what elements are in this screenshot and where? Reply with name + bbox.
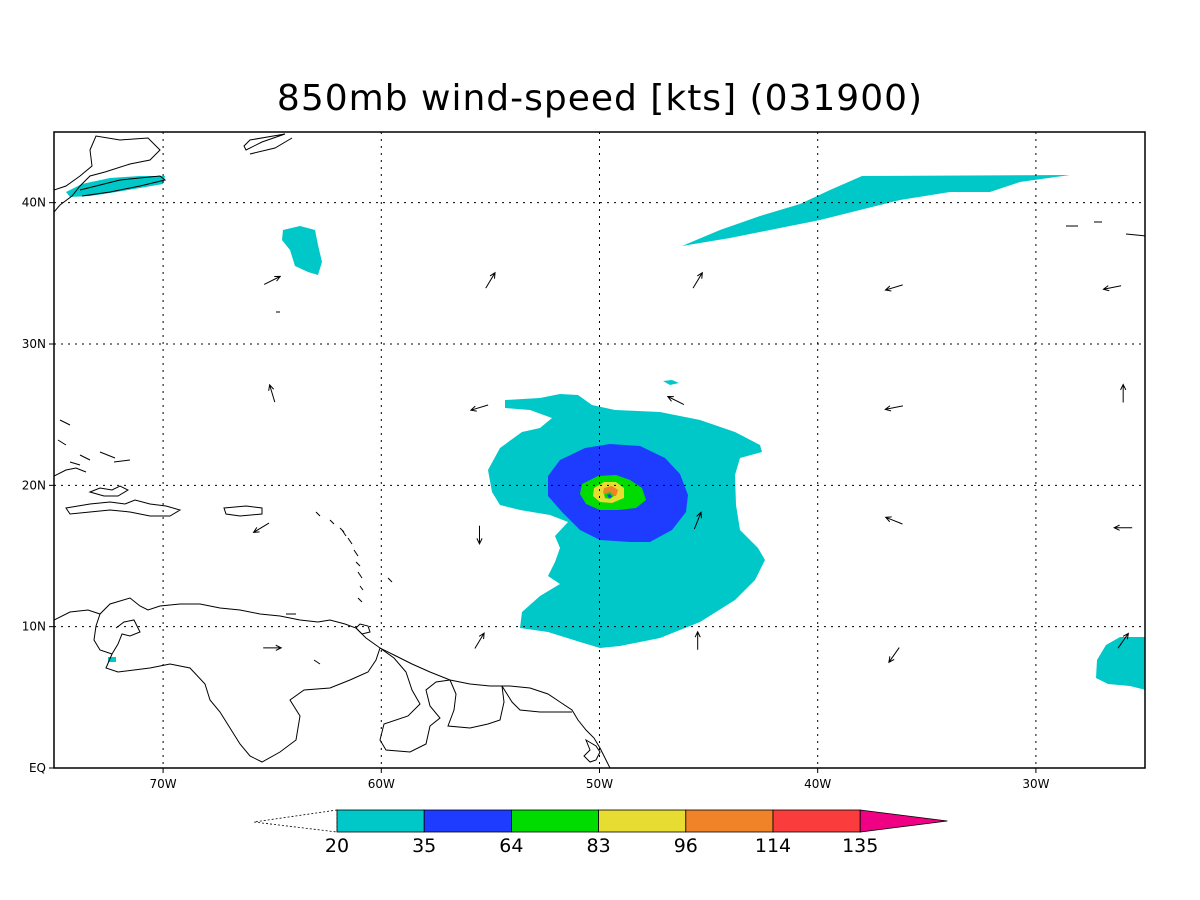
colorbar-label: 114	[755, 835, 791, 857]
wind-vector-arrow	[252, 522, 270, 533]
border-guyana	[379, 647, 451, 753]
wind-vector-arrow	[1113, 524, 1133, 531]
wind-vectors	[252, 271, 1133, 664]
lon-tick-label: 50W	[586, 777, 613, 791]
wind-vector-arrow	[1117, 632, 1129, 649]
wind-vector-arrow	[268, 383, 276, 403]
coast-venezuela-inner	[93, 613, 141, 655]
colorbar-box	[510, 809, 599, 833]
coastlines	[54, 133, 1145, 768]
coast-lesser-antilles	[315, 511, 393, 603]
colorbar-box	[685, 809, 774, 833]
wind-vector-arrow	[1120, 383, 1127, 403]
wind-vector-arrow	[666, 395, 685, 406]
coast-bahamas	[57, 419, 131, 466]
border-french-guiana	[501, 685, 572, 713]
shade-region-north-streak	[682, 175, 1070, 246]
lat-tick-label: EQ	[29, 761, 46, 775]
wind-vector-arrow	[1102, 285, 1122, 292]
colorbar-box	[772, 809, 861, 833]
lon-tick-label: 70W	[150, 777, 177, 791]
wind-vector-arrow	[693, 511, 702, 530]
lon-tick-label: 30W	[1022, 777, 1049, 791]
wind-speed-shading	[66, 175, 1145, 690]
wind-vector-arrow	[476, 525, 483, 545]
wind-vector-arrow	[884, 516, 903, 525]
wind-vector-arrow	[694, 630, 701, 650]
map-grid	[54, 132, 1145, 768]
latitude-labels: EQ 10N 20N 30N 40N	[22, 196, 54, 775]
wind-vector-arrow	[884, 284, 903, 292]
colorbar-label: 135	[842, 835, 878, 857]
lon-tick-label: 60W	[368, 777, 395, 791]
colorbar: 20 35 64 83 96 114 135	[253, 809, 948, 857]
lat-tick-label: 40N	[22, 196, 46, 210]
wind-vector-arrow	[692, 271, 703, 289]
coast-amazon-mouth	[583, 738, 601, 763]
wind-vector-arrow	[263, 644, 283, 651]
wind-vector-arrow	[888, 647, 900, 664]
colorbar-label: 35	[412, 835, 436, 857]
lat-tick-label: 10N	[22, 620, 46, 634]
shade-region-storm-eye-center	[607, 494, 612, 498]
wind-vector-arrow	[474, 632, 485, 649]
colorbar-box	[423, 809, 512, 833]
wind-vector-arrow	[263, 275, 282, 285]
coast-long-island	[79, 175, 167, 197]
border-colombia-venezuela	[105, 647, 381, 763]
coast-new-england	[54, 135, 161, 213]
wind-vector-arrow	[485, 271, 496, 289]
colorbar-box	[336, 809, 425, 833]
colorbar-label: 83	[587, 835, 611, 857]
coast-hispaniola	[65, 499, 182, 517]
colorbar-label: 96	[674, 835, 698, 857]
shade-region-east-edge	[1096, 637, 1145, 690]
coast-puerto-rico	[223, 505, 263, 517]
coast-nova-scotia	[243, 133, 293, 155]
shade-region-ny	[66, 176, 165, 197]
lat-tick-label: 30N	[22, 337, 46, 351]
lat-tick-label: 20N	[22, 478, 46, 492]
coast-cuba	[54, 467, 87, 477]
coast-trinidad	[355, 623, 371, 635]
colorbar-label: 20	[325, 835, 349, 857]
coast-jamaica-haiti	[88, 485, 130, 497]
wind-vector-arrow	[469, 404, 489, 412]
border-suriname	[447, 679, 505, 729]
colorbar-label: 64	[499, 835, 523, 857]
coast-small-islands	[276, 311, 321, 665]
plot-title: 850mb wind-speed [kts] (031900)	[276, 78, 924, 119]
colorbar-right-arrow	[859, 809, 948, 833]
colorbar-box	[598, 809, 687, 833]
shade-region-small-spot	[663, 380, 679, 385]
coast-east-islands	[1066, 221, 1145, 237]
wind-vector-arrow	[884, 405, 903, 412]
shade-region-bermuda	[282, 226, 322, 275]
lon-tick-label: 40W	[804, 777, 831, 791]
longitude-labels: 70W 60W 50W 40W 30W	[150, 768, 1050, 791]
colorbar-left-arrow	[253, 809, 338, 833]
